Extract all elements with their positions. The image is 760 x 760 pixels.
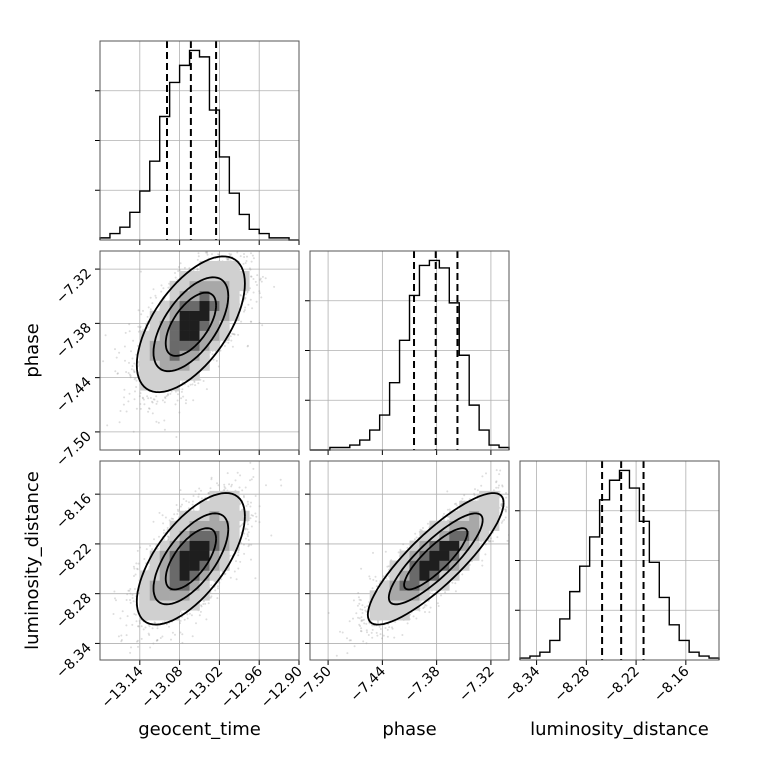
contour-0: [135, 492, 246, 626]
panel-frame: [309, 460, 510, 661]
x-tick-label: −13.14: [99, 663, 147, 711]
contour-1: [387, 512, 484, 606]
contour-0: [135, 255, 246, 394]
histogram-step-phase: [310, 259, 510, 451]
panel-frame: [99, 40, 300, 241]
histogram-step-geocent_time: [99, 49, 299, 241]
x-tick-label: −13.08: [138, 664, 186, 712]
y-tick-label: −7.50: [53, 428, 95, 470]
y-tick-label: −8.28: [53, 590, 95, 632]
contour-2: [164, 527, 217, 591]
x-tick-label: −7.32: [456, 664, 498, 706]
contour-0: [366, 492, 505, 626]
panel-frame: [99, 460, 300, 661]
x-tick-label: −12.96: [218, 663, 266, 711]
scatter-panel-geocent_time-vs-luminosity_distance: [95, 460, 300, 665]
scatter-panel-phase-vs-luminosity_distance: [305, 460, 510, 665]
hist-panel-phase: [305, 250, 510, 455]
panel-frame: [519, 460, 720, 661]
y-axis-label-luminosity_distance: luminosity_distance: [22, 471, 43, 650]
y-tick-label: −8.16: [53, 491, 95, 533]
density-layer: [112, 461, 299, 654]
hist-panel-geocent_time: [95, 40, 300, 245]
contour-1: [152, 512, 230, 606]
x-tick-label: −7.38: [402, 664, 444, 706]
contour-2: [403, 527, 469, 591]
x-axis-label-phase: phase: [382, 719, 436, 740]
x-axis-label-geocent_time: geocent_time: [138, 719, 261, 740]
x-tick-label: −8.34: [502, 663, 544, 705]
y-tick-label: −7.38: [53, 320, 95, 362]
x-tick-label: −8.28: [552, 664, 594, 706]
hist-panel-luminosity_distance: [515, 460, 720, 665]
contour-2: [164, 291, 217, 357]
y-tick-label: −7.32: [53, 266, 95, 308]
contour-1: [152, 276, 230, 373]
scatter-panel-geocent_time-vs-phase: [95, 250, 300, 455]
y-tick-label: −8.22: [53, 540, 95, 582]
density-layer: [102, 251, 276, 438]
y-axis-label-phase: phase: [22, 323, 43, 377]
y-tick-label: −8.34: [53, 640, 95, 682]
y-tick-label: −7.44: [53, 374, 95, 416]
x-axis-label-luminosity_distance: luminosity_distance: [530, 719, 709, 740]
panel-frame: [99, 250, 300, 451]
x-tick-label: −8.16: [651, 663, 693, 705]
x-tick-label: −7.44: [348, 663, 390, 705]
x-tick-label: −13.02: [178, 664, 226, 712]
panel-frame: [309, 250, 510, 451]
histogram-step-luminosity_distance: [519, 469, 720, 660]
density-layer: [327, 469, 509, 657]
x-tick-label: −8.22: [601, 664, 643, 706]
